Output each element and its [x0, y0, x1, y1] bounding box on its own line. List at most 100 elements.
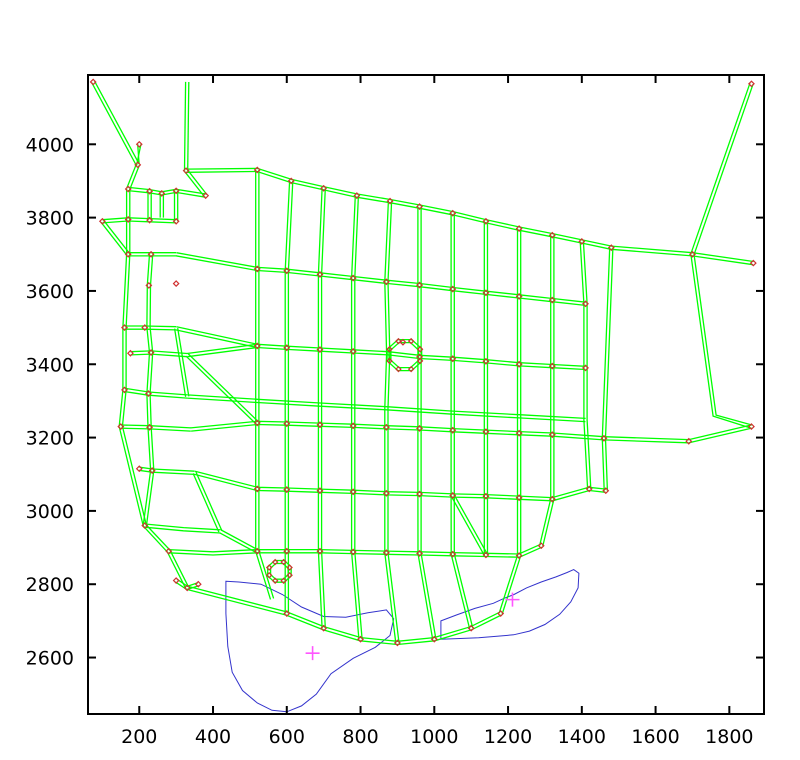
network-link — [142, 254, 152, 526]
network-link — [187, 353, 259, 423]
network-node-marker — [600, 434, 608, 442]
network-node-marker — [202, 192, 210, 200]
network-node-marker — [135, 465, 143, 473]
network-node-marker — [145, 390, 152, 398]
network-node-marker — [148, 467, 156, 475]
network-node-marker — [416, 203, 423, 211]
network-node-marker — [515, 552, 523, 560]
network-node-marker — [145, 281, 153, 289]
zone-boundary — [225, 580, 395, 713]
axis-tick-label-layer: 200 400 600 800 1000 1200 1400 1600 1800 2600 2800… — [26, 134, 754, 748]
network-node-marker — [349, 488, 357, 496]
network-link — [186, 588, 502, 646]
network-node-marker — [134, 161, 142, 169]
y-axis-tick-label: 2600 — [26, 648, 74, 670]
network-link — [501, 555, 522, 615]
network-link — [350, 195, 360, 640]
network-node-marker — [515, 360, 523, 368]
network-link — [186, 167, 754, 263]
network-node-marker — [482, 289, 490, 297]
network-node-marker — [497, 610, 505, 617]
network-link — [121, 189, 131, 427]
roundabout-node-marker — [395, 365, 402, 373]
network-node-marker — [253, 342, 261, 350]
x-axis-tick-label: 1600 — [631, 726, 679, 748]
network-node-marker — [126, 349, 134, 357]
network-node-marker — [399, 338, 407, 346]
network-link — [127, 189, 206, 198]
x-axis-tick-label: 400 — [195, 726, 231, 748]
network-link — [176, 326, 586, 367]
network-link — [284, 180, 291, 614]
network-node-marker — [585, 485, 593, 493]
zone-centroid-marker — [305, 646, 320, 661]
y-axis-tick-label: 2800 — [26, 574, 74, 596]
network-node-marker — [320, 184, 328, 192]
network-node-marker — [449, 426, 457, 434]
network-node-marker — [515, 494, 523, 502]
network-node-layer — [89, 78, 757, 647]
network-link — [320, 188, 326, 629]
roundabout-node-marker — [407, 337, 415, 345]
network-link — [120, 427, 191, 432]
network-node-marker — [449, 209, 457, 217]
network-node-marker — [146, 216, 154, 224]
network-node-marker — [548, 231, 556, 239]
network-node-marker — [316, 421, 324, 429]
y-axis-tick-label: 3600 — [26, 281, 74, 303]
network-node-marker — [416, 353, 423, 361]
network-node-marker — [141, 522, 149, 530]
network-node-marker — [482, 428, 490, 436]
network-link — [354, 195, 363, 640]
network-link — [176, 252, 586, 303]
network-link — [417, 206, 434, 640]
network-link — [126, 163, 137, 189]
network-node-marker — [449, 285, 457, 293]
network-node-marker — [548, 431, 556, 439]
network-node-marker — [349, 274, 357, 282]
roundabout-node-marker — [416, 357, 424, 365]
network-link — [94, 80, 140, 165]
network-node-marker — [121, 386, 128, 394]
network-node-marker — [386, 197, 394, 205]
roundabout-node-marker — [416, 346, 424, 353]
network-link — [453, 213, 474, 628]
network-link — [693, 254, 753, 426]
network-node-marker — [349, 422, 357, 430]
network-node-marker — [98, 217, 106, 225]
network-node-marker — [748, 423, 755, 431]
network-link — [187, 346, 258, 358]
network-node-marker — [602, 487, 610, 495]
roundabout-node-marker — [386, 346, 393, 353]
network-link — [420, 206, 437, 640]
y-axis-tick-label: 4000 — [26, 134, 74, 156]
roundabout-node-marker — [286, 572, 293, 579]
network-link — [195, 471, 223, 532]
roundabout-node-marker — [286, 564, 293, 571]
network-link — [175, 255, 586, 307]
network-node-marker — [124, 215, 132, 223]
network-node-marker — [382, 549, 390, 557]
network-link — [604, 247, 614, 491]
network-link — [582, 241, 592, 489]
network-node-marker — [449, 355, 457, 363]
network-link — [144, 523, 221, 531]
network-link — [191, 423, 689, 444]
network-link — [118, 189, 128, 427]
network-link — [187, 585, 501, 642]
network-link — [255, 170, 272, 600]
network-node-marker — [141, 324, 149, 332]
network-link — [185, 355, 257, 425]
network-link — [287, 180, 294, 614]
network-node-marker — [194, 580, 202, 588]
network-link — [168, 548, 258, 553]
network-node-marker — [316, 346, 324, 354]
network-node-marker — [158, 189, 166, 197]
network-link — [450, 495, 486, 557]
network-link — [194, 470, 607, 499]
network-node-marker — [482, 492, 490, 500]
network-link — [688, 424, 752, 441]
network-node-marker — [357, 635, 364, 643]
